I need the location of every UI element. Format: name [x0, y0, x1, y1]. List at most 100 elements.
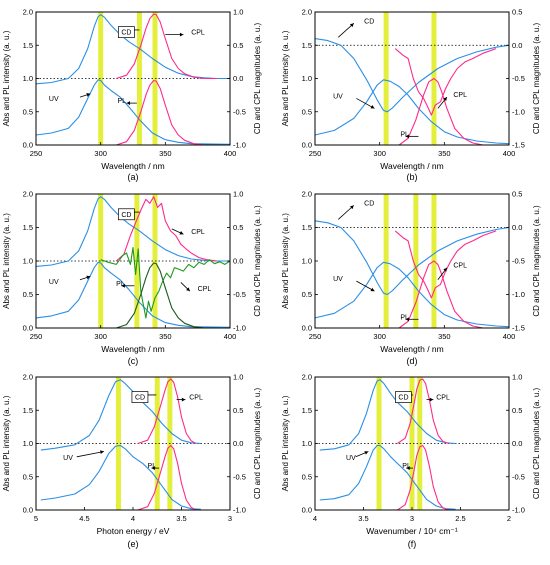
x-tick-label: 250	[309, 332, 322, 341]
y2-tick-label: 0.0	[233, 74, 243, 83]
y-tick-label: 0.5	[302, 107, 312, 116]
y-axis-title-left: Abs and PL intensity (a. u.)	[281, 213, 290, 309]
callout-arrowhead	[126, 101, 131, 106]
x-tick-label: 300	[373, 149, 386, 158]
callout-arrowhead	[86, 93, 91, 97]
series-line-blue	[35, 14, 230, 85]
y2-tick-label: -0.5	[512, 472, 525, 481]
y2-tick-label: -1.0	[512, 107, 525, 116]
y2-tick-label: -1.5	[512, 141, 525, 150]
y-tick-label: 1.0	[23, 439, 33, 448]
y2-tick-label: -0.5	[233, 472, 246, 481]
panel-d: 250 300 350 400 0.0 0.5 1.0 1.5 2.0 -1.5 -1.0 -0.5 0…	[281, 190, 541, 366]
x-tick-label: 4	[131, 514, 135, 523]
highlight-band	[152, 12, 158, 145]
x-tick-label: 5	[34, 514, 38, 523]
x-tick-label: 400	[224, 149, 237, 158]
y2-tick-label: -0.5	[233, 107, 246, 116]
x-tick-label: 350	[159, 332, 172, 341]
y-axis-title-left: Abs and PL intensity (a. u.)	[2, 395, 11, 491]
callout-arrowhead	[100, 450, 104, 455]
series-line-blue	[35, 196, 230, 267]
highlight-band	[409, 377, 415, 510]
x-tick-label: 300	[373, 332, 386, 341]
callout-label: UV	[63, 455, 73, 462]
y2-tick-label: 0.5	[233, 223, 243, 232]
x-tick-label: 4	[313, 514, 317, 523]
callout-arrowhead	[179, 230, 184, 235]
x-tick-label: 400	[503, 149, 516, 158]
callout-arrowhead	[406, 466, 410, 471]
callout-label: CD	[398, 395, 408, 402]
x-tick-label: 300	[94, 332, 107, 341]
series-line-pink	[397, 444, 450, 511]
series-line-pink	[116, 13, 218, 80]
callout-label: UV	[346, 455, 356, 462]
series-line-pink	[398, 77, 484, 146]
y-axis-title-right: CD and CPL magnitudes (a. u.)	[532, 205, 541, 317]
y2-tick-label: 0.0	[512, 439, 522, 448]
callout-arrow-line	[76, 451, 104, 458]
y2-tick-label: 0.0	[512, 41, 522, 50]
x-tick-label: 3.5	[358, 514, 368, 523]
callout-label: CPL	[191, 30, 205, 37]
x-tick-label: 2	[507, 514, 511, 523]
y2-tick-label: -1.0	[512, 290, 525, 299]
panel-label: (a)	[128, 172, 139, 182]
y-tick-label: 1.0	[302, 74, 312, 83]
callout-box	[395, 391, 412, 403]
y-tick-label: 2.0	[302, 373, 312, 382]
highlight-band	[98, 12, 104, 145]
y-tick-label: 0.0	[23, 141, 33, 150]
callout-label: UV	[49, 279, 59, 286]
highlight-band	[154, 377, 160, 510]
panel-label: (c)	[128, 356, 139, 366]
y2-tick-label: 1.0	[233, 373, 243, 382]
callout-arrowhead	[405, 134, 410, 139]
y2-tick-label: 1.0	[233, 190, 243, 199]
x-tick-label: 250	[30, 149, 43, 158]
series-line-blue	[314, 79, 510, 145]
y-axis-title-left: Abs and PL intensity (a. u.)	[281, 30, 290, 126]
callout-arrowhead	[151, 466, 155, 471]
callout-arrowhead	[443, 267, 447, 272]
callout-label: CPL	[453, 92, 467, 99]
y-axis-title-right: CD and CPL magnitudes (a. u.)	[532, 23, 541, 135]
x-axis-title: Wavelength / nm	[101, 161, 164, 171]
callout-label: CPL	[191, 229, 205, 236]
panel-a: 250 300 350 400 0.0 0.5 1.0 1.5 2.0 -1.0 -0.5 0.0 0.…	[2, 8, 262, 182]
y-tick-label: 1.0	[302, 257, 312, 266]
panel-e: 5 4.5 4 3.5 3 0.0 0.5 1.0 1.5 2.0 -1.0 -0.5 0.0 0.5 1.…	[2, 373, 262, 549]
y2-tick-label: -0.5	[512, 74, 525, 83]
x-tick-label: 2.5	[455, 514, 465, 523]
callout-arrowhead	[370, 287, 375, 292]
y2-tick-label: 0.0	[233, 439, 243, 448]
series-line-pink	[397, 378, 450, 445]
callout-arrowhead	[443, 97, 447, 102]
series-line-darkgreen	[116, 262, 218, 329]
x-axis-title: Wavelength / nm	[101, 344, 164, 354]
y-axis-title-right: CD and CPL magnitudes (a. u.)	[253, 23, 262, 135]
x-tick-label: 3	[228, 514, 232, 523]
y-tick-label: 1.0	[23, 257, 33, 266]
x-tick-label: 350	[159, 149, 172, 158]
highlight-band	[98, 194, 104, 328]
x-tick-label: 350	[438, 332, 451, 341]
y2-tick-label: -1.0	[512, 506, 525, 515]
callout-arrowhead	[86, 275, 91, 280]
callout-label: UV	[333, 93, 343, 100]
callout-label: PL	[117, 98, 126, 105]
series-line-pink	[115, 196, 218, 262]
y2-tick-label: -1.5	[512, 324, 525, 333]
highlight-band	[136, 12, 142, 145]
y-tick-label: 1.5	[23, 406, 33, 415]
x-axis-title: Wavelength / nm	[380, 161, 443, 171]
callout-arrowhead	[121, 283, 125, 288]
series-line-pink	[398, 260, 484, 329]
y-tick-label: 1.0	[302, 439, 312, 448]
x-axis-title: Wavelength / nm	[380, 344, 443, 354]
series-line-blue	[40, 379, 201, 451]
series-line-blue	[314, 220, 510, 296]
y2-tick-label: 1.0	[512, 373, 522, 382]
